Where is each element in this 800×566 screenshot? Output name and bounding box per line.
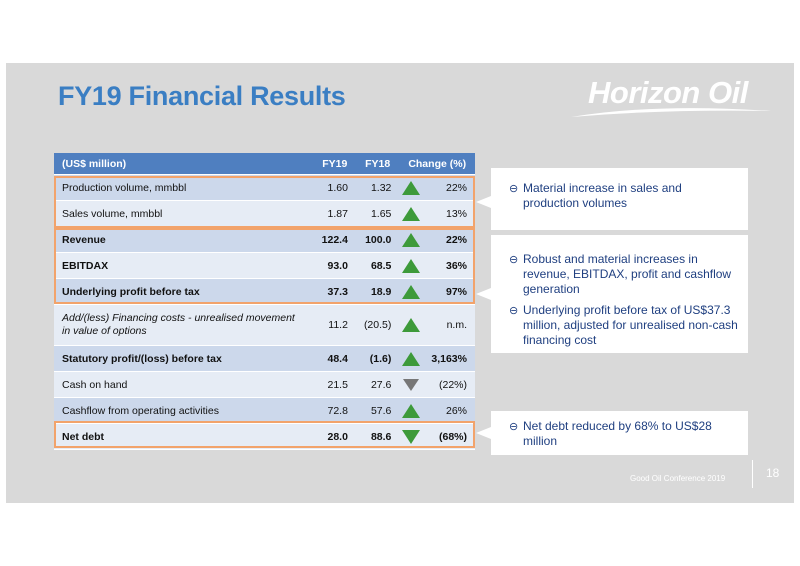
table-row: Cashflow from operating activities 72.8 …	[54, 397, 475, 424]
row-change: n.m.	[423, 304, 475, 346]
callout-bullet: ⊖ Underlying profit before tax of US$37.…	[509, 303, 738, 347]
callout-bullet: ⊖ Net debt reduced by 68% to US$28 milli…	[509, 419, 712, 448]
row-fy19: 122.4	[313, 226, 356, 253]
table-row: Sales volume, mmbbl 1.87 1.65 13%	[54, 200, 475, 227]
callout-bullet: ⊖ Material increase in sales and product…	[509, 181, 682, 210]
arrow-up-icon	[402, 318, 421, 332]
row-change: (22%)	[423, 371, 475, 398]
row-change: 26%	[423, 397, 475, 424]
row-fy19: 93.0	[313, 252, 356, 279]
row-fy19: 37.3	[313, 278, 356, 305]
bullet-icon: ⊖	[509, 254, 519, 266]
table-row: Revenue 122.4 100.0 22%	[54, 226, 475, 253]
table-row: EBITDAX 93.0 68.5 36%	[54, 252, 475, 279]
row-fy19: 72.8	[313, 397, 356, 424]
arrow-up-icon	[402, 180, 421, 195]
table-row: Production volume, mmbbl 1.60 1.32 22%	[54, 174, 475, 201]
row-fy18: 68.5	[355, 252, 400, 279]
row-label: Statutory profit/(loss) before tax	[54, 345, 314, 372]
arrow-up-icon	[402, 284, 421, 299]
row-fy18: (20.5)	[355, 304, 400, 346]
table-row: Add/(less) Financing costs - unrealised …	[54, 304, 475, 346]
slide: FY19 Financial Results Horizon Oil (US$ …	[6, 63, 794, 503]
row-label: Production volume, mmbbl	[54, 174, 314, 201]
bullet-icon: ⊖	[509, 183, 519, 195]
callout-net-debt: ⊖ Net debt reduced by 68% to US$28 milli…	[476, 411, 748, 455]
arrow-up-icon	[402, 206, 421, 221]
row-fy18: 1.65	[355, 200, 400, 227]
row-fy19: 11.2	[313, 304, 356, 346]
header-fy19: FY19	[313, 153, 356, 175]
arrow-up-icon	[402, 403, 421, 418]
bullet-icon: ⊖	[509, 421, 519, 433]
arrow-up-icon	[402, 232, 421, 247]
financial-results-table: (US$ million) FY19 FY18 Change (%) Produ…	[54, 153, 475, 450]
header-change: Change (%)	[399, 153, 475, 175]
row-change: 3,163%	[423, 345, 475, 372]
row-change: 97%	[423, 278, 475, 305]
row-fy19: 28.0	[313, 423, 356, 450]
row-change: 22%	[423, 174, 475, 201]
row-label: Underlying profit before tax	[54, 278, 314, 305]
page-title: FY19 Financial Results	[58, 81, 346, 111]
table-row: Statutory profit/(loss) before tax 48.4 …	[54, 345, 475, 372]
callout-profit: ⊖ Robust and material increases in reven…	[476, 235, 748, 353]
row-fy18: 100.0	[355, 226, 400, 253]
row-label: Cashflow from operating activities	[54, 397, 314, 424]
callout-volumes: ⊖ Material increase in sales and product…	[476, 168, 748, 230]
header-label: (US$ million)	[54, 153, 314, 175]
row-change: 36%	[423, 252, 475, 279]
row-label: EBITDAX	[54, 252, 314, 279]
row-fy18: 1.32	[355, 174, 400, 201]
row-fy19: 1.87	[313, 200, 356, 227]
callout-bullet: ⊖ Robust and material increases in reven…	[509, 252, 732, 296]
row-fy18: 18.9	[355, 278, 400, 305]
header-fy18: FY18	[355, 153, 400, 175]
table-header-row: (US$ million) FY19 FY18 Change (%)	[54, 153, 475, 175]
arrow-down-icon	[402, 429, 421, 444]
arrow-up-icon	[402, 258, 421, 273]
row-fy19: 1.60	[313, 174, 356, 201]
row-change: 13%	[423, 200, 475, 227]
bullet-icon: ⊖	[509, 305, 519, 317]
row-label: Add/(less) Financing costs - unrealised …	[54, 304, 314, 346]
logo-text: Horizon Oil	[588, 75, 748, 110]
arrow-down-icon	[403, 378, 420, 391]
table-row: Net debt 28.0 88.6 (68%)	[54, 423, 475, 450]
row-fy18: (1.6)	[355, 345, 400, 372]
footer-text: Good Oil Conference 2019	[630, 474, 726, 483]
row-fy19: 48.4	[313, 345, 356, 372]
table-row: Underlying profit before tax 37.3 18.9 9…	[54, 278, 475, 305]
row-label: Sales volume, mmbbl	[54, 200, 314, 227]
row-label: Revenue	[54, 226, 314, 253]
row-fy19: 21.5	[313, 371, 356, 398]
page-number: 18	[766, 466, 780, 480]
horizon-oil-logo: Horizon Oil	[566, 71, 776, 121]
row-fy18: 88.6	[355, 423, 400, 450]
row-fy18: 27.6	[355, 371, 400, 398]
row-label: Cash on hand	[54, 371, 314, 398]
row-change: 22%	[423, 226, 475, 253]
row-change: (68%)	[423, 423, 475, 450]
row-fy18: 57.6	[355, 397, 400, 424]
arrow-up-icon	[402, 351, 421, 366]
table-row: Cash on hand 21.5 27.6 (22%)	[54, 371, 475, 398]
footer-divider	[752, 460, 753, 488]
row-label: Net debt	[54, 423, 314, 450]
